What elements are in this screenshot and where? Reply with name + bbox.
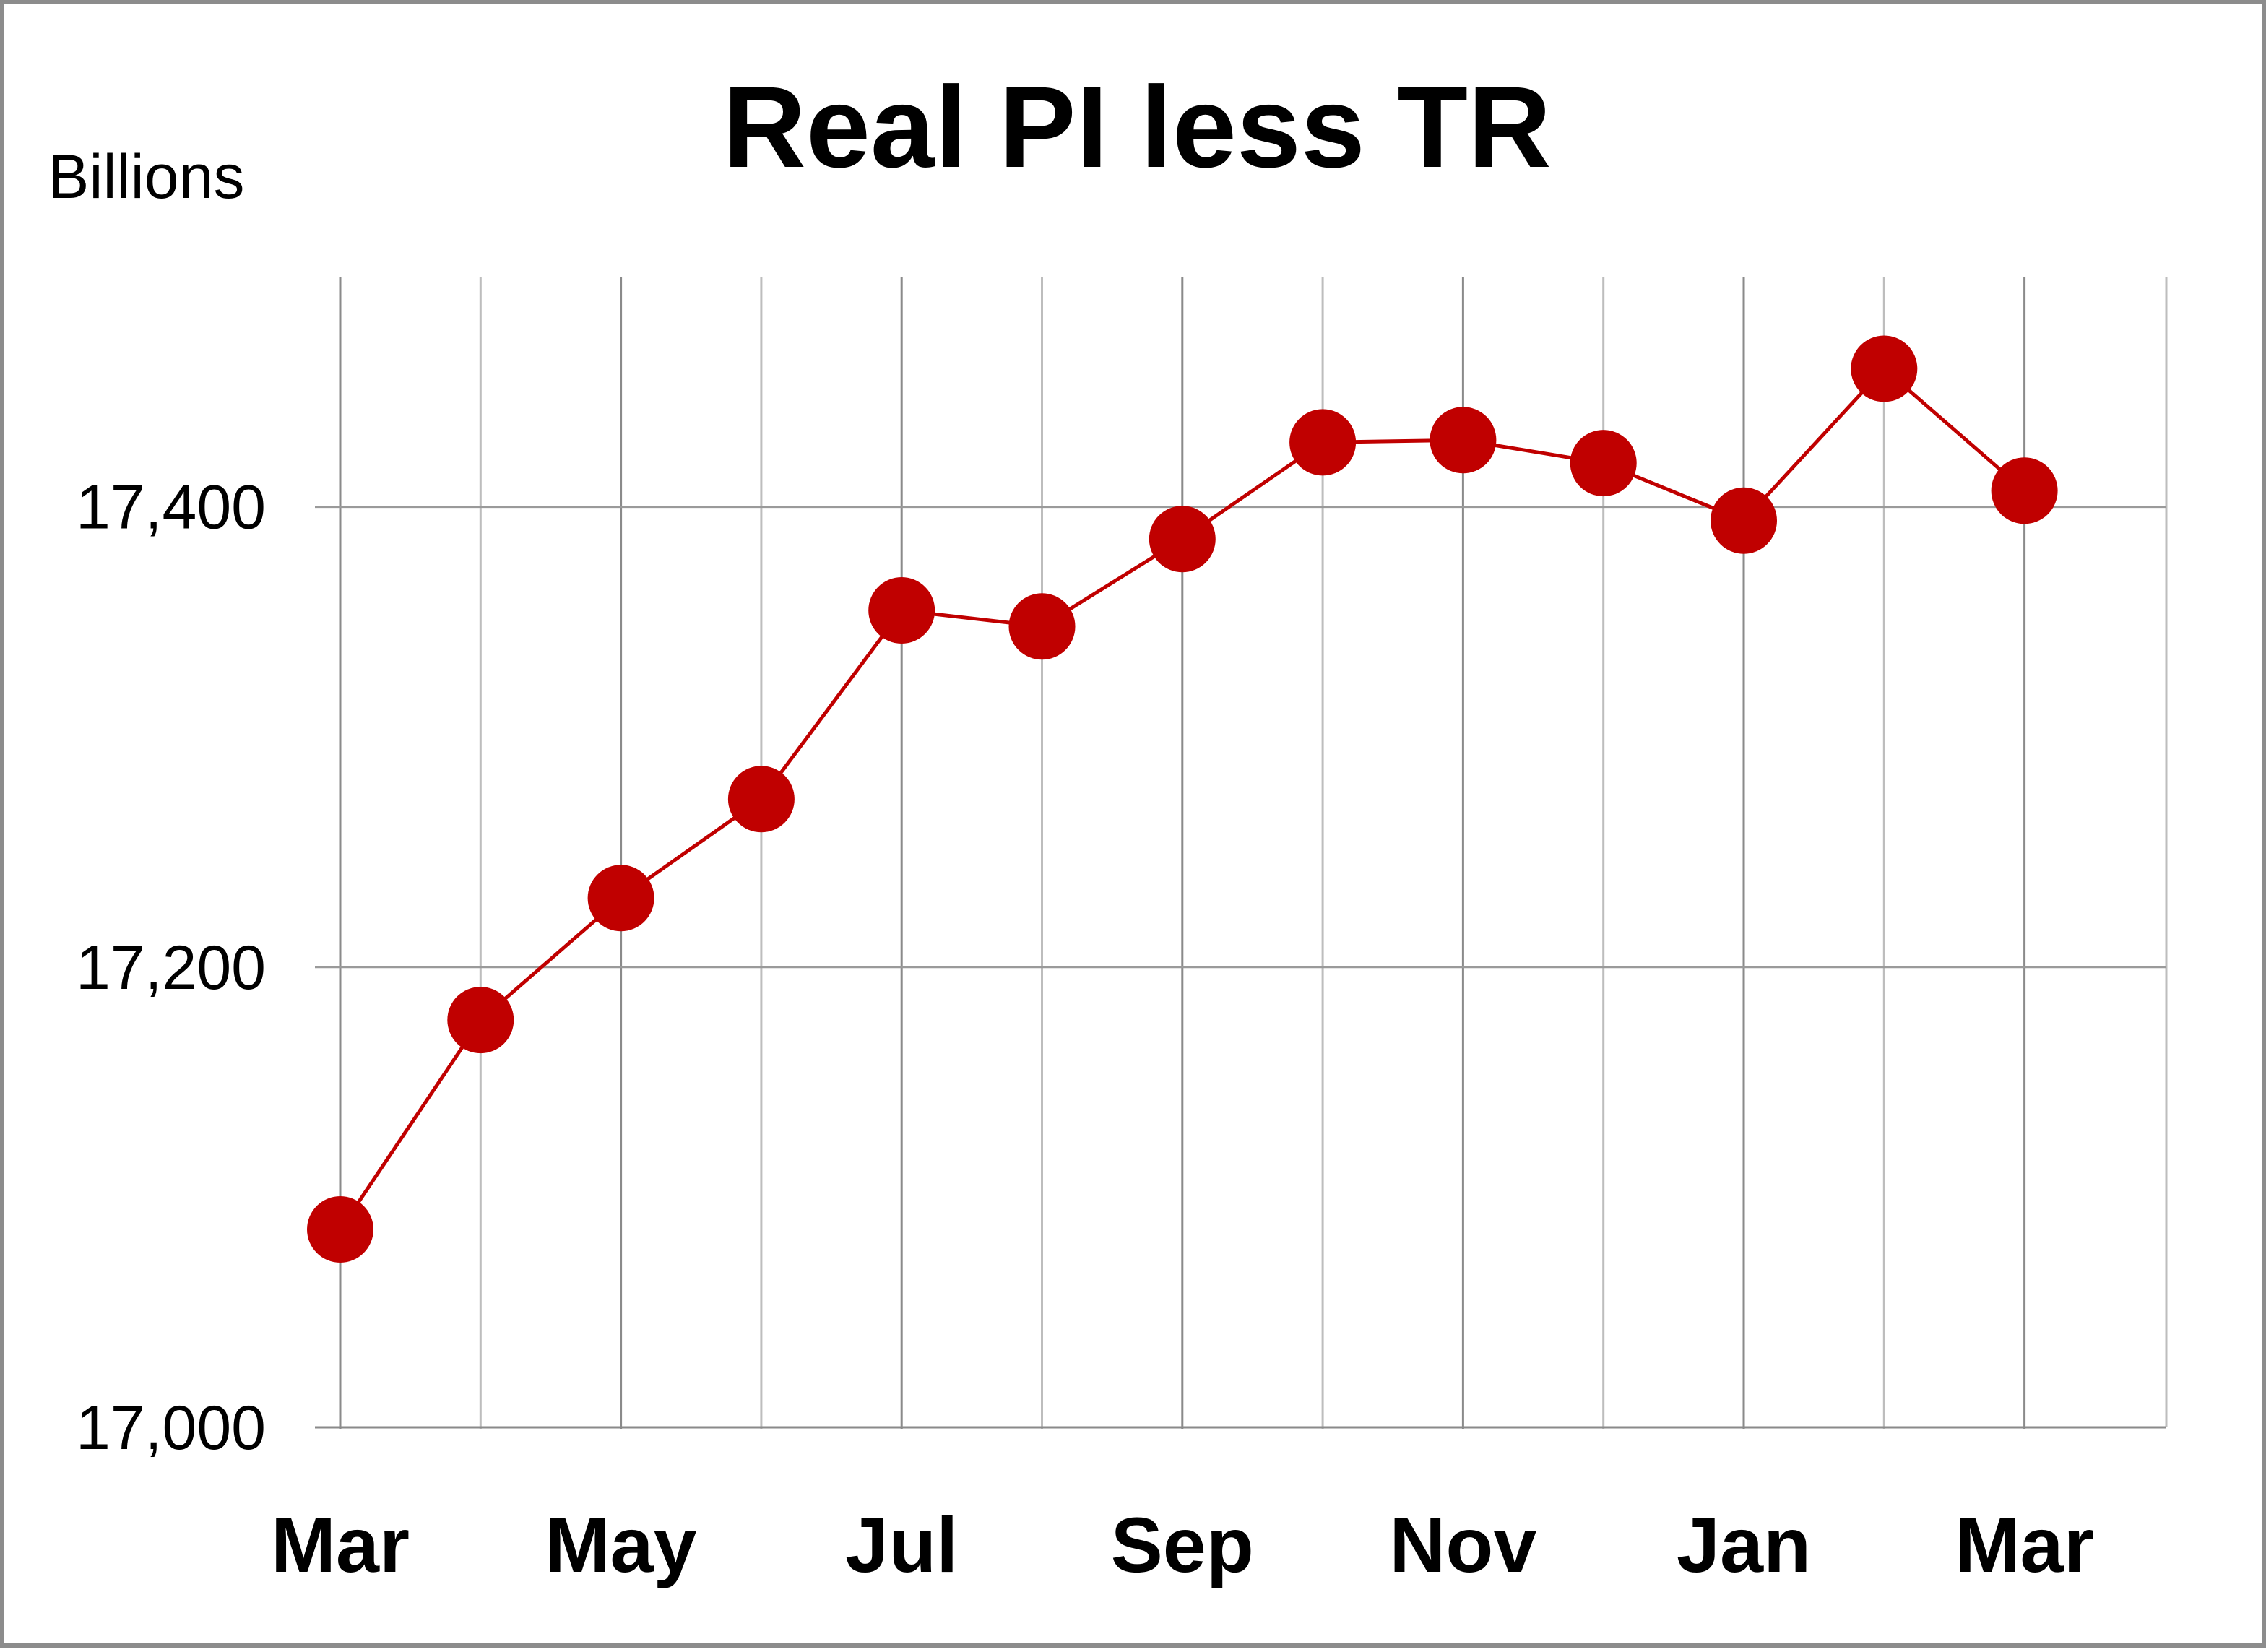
chart-grid	[315, 277, 2168, 1429]
line-chart: Real PI less TR Billions 17,00017,20017,…	[48, 62, 2168, 1588]
data-point	[447, 987, 514, 1054]
data-point	[1430, 407, 1497, 474]
data-point	[1289, 409, 1357, 476]
x-tick-label: May	[545, 1501, 697, 1588]
x-tick-label: Jan	[1677, 1501, 1811, 1588]
data-point	[1149, 506, 1216, 573]
data-point	[1991, 457, 2058, 524]
data-point	[1008, 593, 1076, 660]
y-axis-unit-label: Billions	[48, 142, 244, 212]
data-point	[307, 1196, 373, 1263]
y-axis-ticks: 17,000 17,200 17,400	[76, 473, 266, 1463]
x-tick-label: Mar	[271, 1501, 410, 1588]
chart-title: Real PI less TR	[722, 62, 1551, 191]
y-tick-label: 17,000	[76, 1393, 266, 1463]
x-tick-label: Mar	[1955, 1501, 2094, 1588]
x-axis-ticks: Mar May Jul Sep Nov Jan Mar	[271, 1501, 2094, 1588]
data-point	[868, 576, 935, 644]
x-tick-label: Jul	[845, 1501, 958, 1588]
data-point	[1711, 487, 1777, 554]
x-tick-label: Nov	[1389, 1501, 1536, 1588]
data-point	[727, 766, 795, 833]
data-point	[587, 865, 654, 932]
x-tick-label: Sep	[1111, 1501, 1254, 1588]
y-tick-label: 17,400	[76, 473, 266, 542]
y-tick-label: 17,200	[76, 933, 266, 1003]
data-point	[1570, 430, 1637, 497]
data-point	[1851, 335, 1918, 402]
series-points	[307, 335, 2058, 1263]
